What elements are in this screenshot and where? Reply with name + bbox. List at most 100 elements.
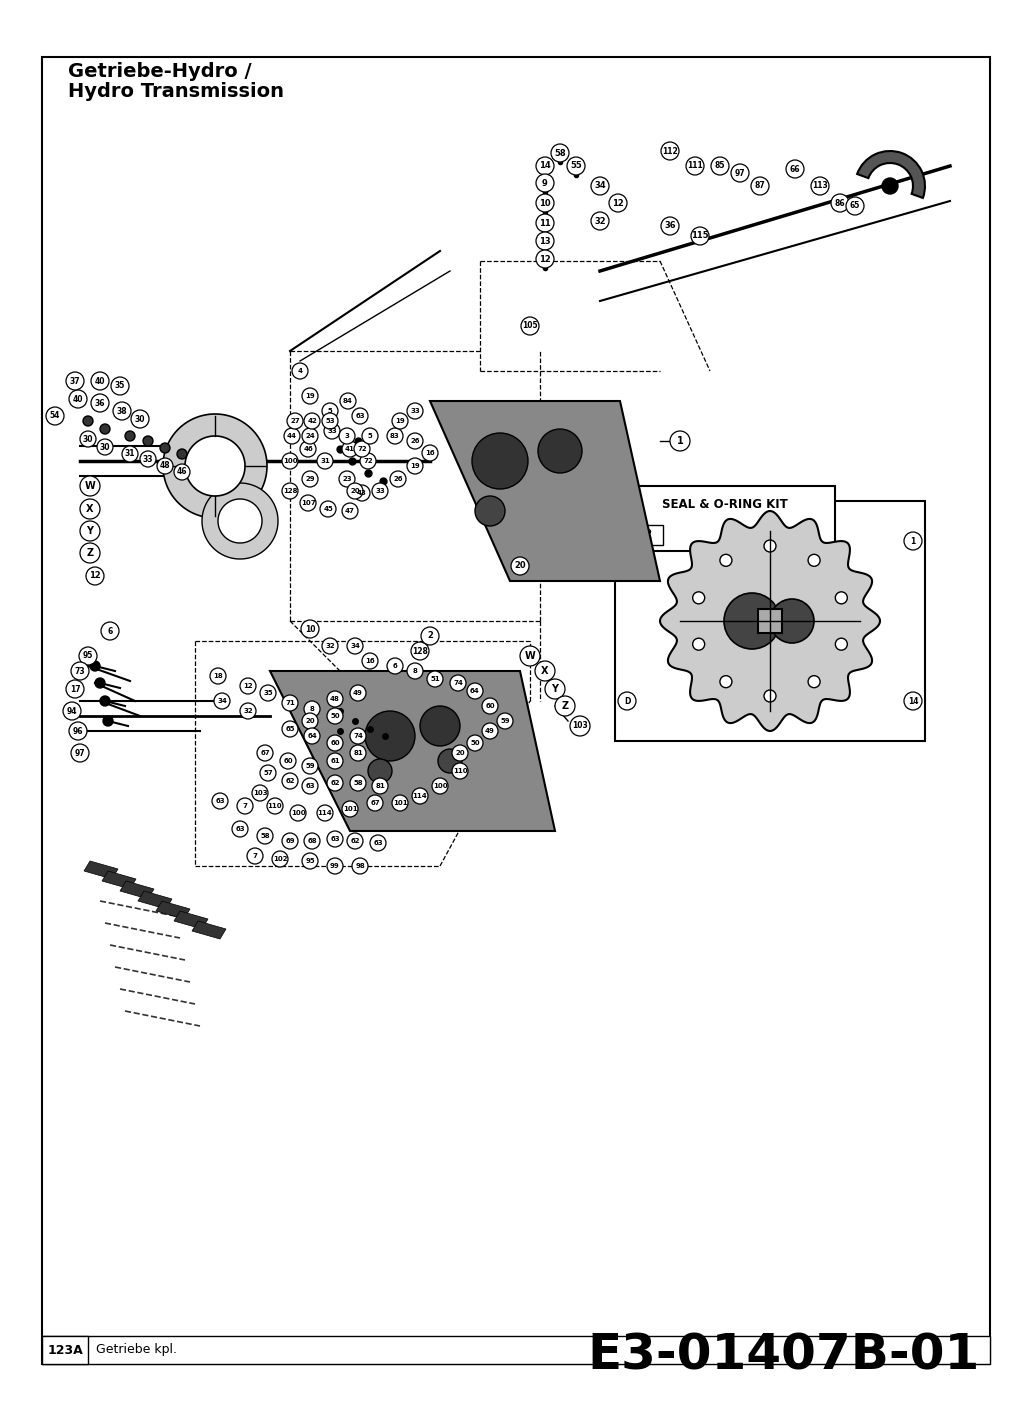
Circle shape <box>350 685 366 701</box>
Text: 112: 112 <box>663 146 678 155</box>
Circle shape <box>520 647 540 666</box>
Text: 50: 50 <box>471 740 480 746</box>
Circle shape <box>482 698 498 713</box>
Circle shape <box>174 465 190 480</box>
Text: 53: 53 <box>325 418 334 423</box>
Polygon shape <box>102 871 136 890</box>
Text: 100: 100 <box>283 458 297 465</box>
Text: 101: 101 <box>343 806 357 811</box>
Circle shape <box>282 453 298 469</box>
Circle shape <box>79 647 97 665</box>
Text: 36: 36 <box>95 398 105 408</box>
Circle shape <box>260 764 276 782</box>
Circle shape <box>362 428 378 443</box>
Text: 72: 72 <box>357 446 366 452</box>
Polygon shape <box>156 901 190 919</box>
Wedge shape <box>858 151 925 198</box>
Circle shape <box>764 540 776 551</box>
Circle shape <box>347 638 363 654</box>
Text: 16: 16 <box>365 658 375 664</box>
Circle shape <box>347 483 363 499</box>
Text: 51: 51 <box>430 676 440 682</box>
Text: 33: 33 <box>410 408 420 414</box>
Circle shape <box>352 408 368 423</box>
Text: 55: 55 <box>570 162 582 171</box>
Text: 63: 63 <box>374 840 383 845</box>
Circle shape <box>317 806 333 821</box>
Circle shape <box>811 178 829 195</box>
Text: 114: 114 <box>318 810 332 816</box>
Circle shape <box>591 212 609 230</box>
Text: C: C <box>624 537 630 546</box>
Circle shape <box>272 851 288 867</box>
Circle shape <box>567 156 585 175</box>
Circle shape <box>538 429 582 473</box>
Circle shape <box>122 446 138 462</box>
Circle shape <box>662 217 679 234</box>
Circle shape <box>450 675 466 691</box>
Circle shape <box>240 678 256 693</box>
Text: 62: 62 <box>350 838 360 844</box>
Text: 32: 32 <box>594 216 606 226</box>
Polygon shape <box>185 436 245 496</box>
Circle shape <box>320 502 336 517</box>
Text: 97: 97 <box>74 749 86 757</box>
Circle shape <box>80 499 100 519</box>
Circle shape <box>475 496 505 526</box>
Circle shape <box>282 773 298 789</box>
Circle shape <box>212 793 228 809</box>
Circle shape <box>140 450 156 468</box>
Circle shape <box>302 428 318 443</box>
Circle shape <box>214 693 230 709</box>
Circle shape <box>692 638 705 651</box>
Text: Y: Y <box>551 684 558 693</box>
Text: 7: 7 <box>243 803 248 809</box>
Circle shape <box>751 178 769 195</box>
Text: 54: 54 <box>50 412 60 421</box>
Text: 6: 6 <box>107 627 112 635</box>
Circle shape <box>91 394 109 412</box>
Circle shape <box>835 638 847 651</box>
Text: 95: 95 <box>305 858 315 864</box>
Text: 63: 63 <box>216 799 225 804</box>
Circle shape <box>365 710 415 762</box>
Text: Getriebe kpl.: Getriebe kpl. <box>96 1343 178 1357</box>
Circle shape <box>282 483 298 499</box>
Text: 60: 60 <box>485 703 494 709</box>
Circle shape <box>497 713 513 729</box>
Text: 85: 85 <box>715 162 725 171</box>
Text: 30: 30 <box>83 435 93 443</box>
Text: 81: 81 <box>375 783 385 789</box>
Circle shape <box>368 759 392 783</box>
Circle shape <box>482 723 498 739</box>
Text: W: W <box>85 480 95 492</box>
Bar <box>42 1336 990 1364</box>
Circle shape <box>304 833 320 848</box>
Polygon shape <box>138 891 172 909</box>
Text: 59: 59 <box>501 718 510 725</box>
Text: 64: 64 <box>308 733 317 739</box>
Circle shape <box>354 485 370 502</box>
Circle shape <box>101 622 119 639</box>
Circle shape <box>835 591 847 604</box>
Text: 96: 96 <box>72 726 84 736</box>
Circle shape <box>237 799 253 814</box>
Text: 40: 40 <box>72 395 84 404</box>
Bar <box>621 524 663 546</box>
Circle shape <box>322 414 338 429</box>
Text: 12: 12 <box>244 684 253 689</box>
Text: 23: 23 <box>343 476 352 482</box>
Circle shape <box>370 836 386 851</box>
Circle shape <box>407 664 423 679</box>
Text: X: X <box>87 504 94 514</box>
Circle shape <box>292 362 308 379</box>
Text: 60: 60 <box>283 757 293 764</box>
Circle shape <box>287 414 303 429</box>
Circle shape <box>764 691 776 702</box>
Circle shape <box>354 441 370 458</box>
Circle shape <box>770 600 814 642</box>
Text: 83: 83 <box>390 433 399 439</box>
Text: 110: 110 <box>267 803 283 809</box>
Circle shape <box>347 833 363 848</box>
Text: 61: 61 <box>330 757 340 764</box>
